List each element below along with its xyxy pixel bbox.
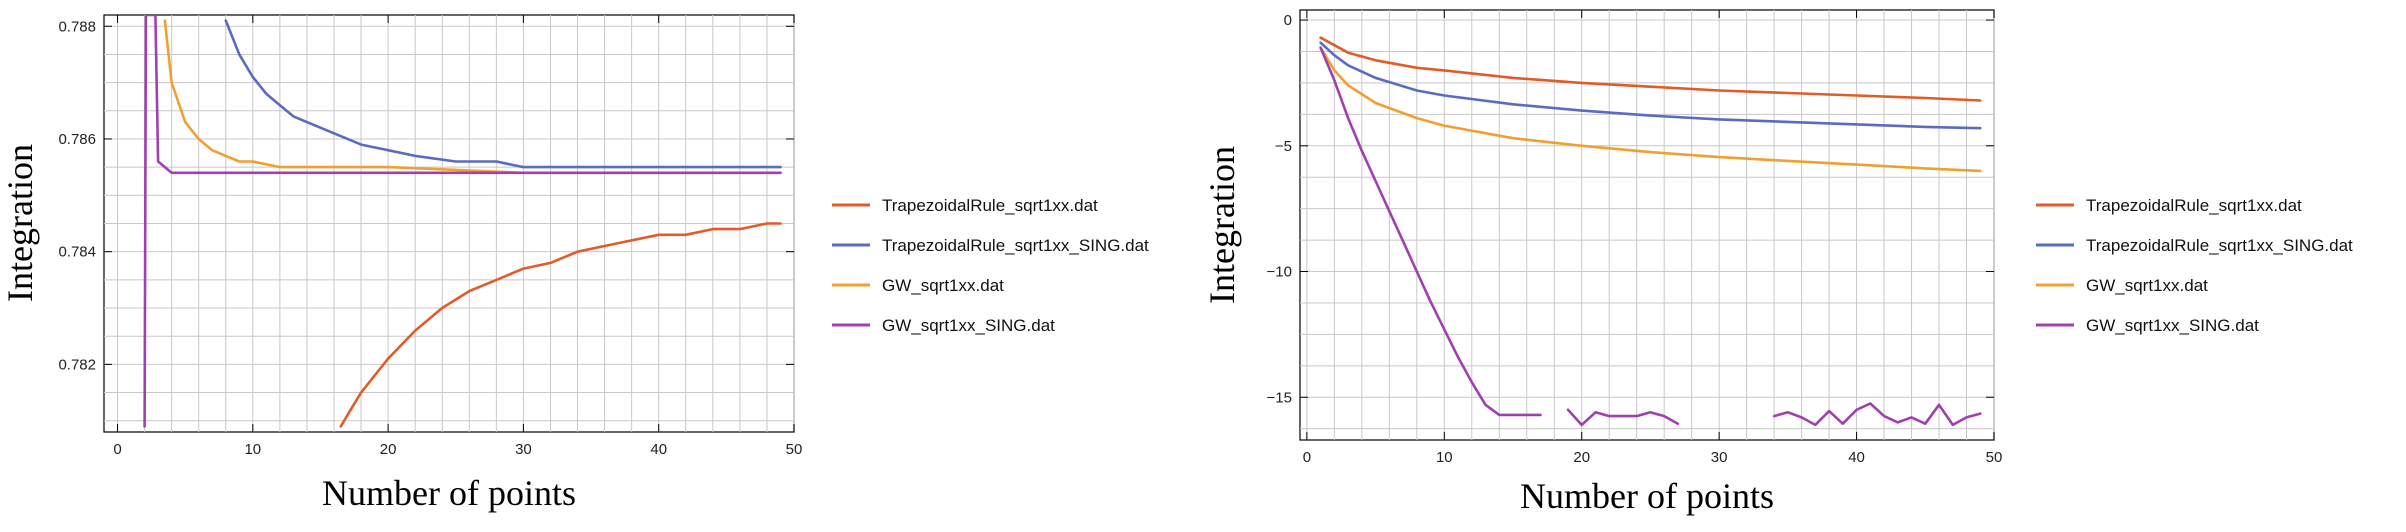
series-line-2 (1319, 41, 1982, 130)
series-line-1 (339, 222, 782, 428)
chart-right: 0 10 20 30 40 50 0 −5 −10 −15 Number of points In… (1202, 9, 2353, 516)
plot-frame-right (1299, 9, 1995, 441)
series-line-2 (224, 19, 782, 169)
legend-label: TrapezoidalRule_sqrt1xx.dat (2086, 196, 2302, 215)
x-tick-label: 10 (244, 441, 261, 458)
x-tick-label: 50 (1986, 449, 2003, 466)
y-tick-label: −15 (1267, 389, 1292, 406)
x-tick-label: 10 (1436, 449, 1453, 466)
series-line-3 (163, 19, 782, 175)
y-tick-label: −10 (1267, 264, 1292, 281)
legend-label: GW_sqrt1xx.dat (2086, 276, 2208, 295)
legend-label: TrapezoidalRule_sqrt1xx.dat (882, 196, 1098, 215)
legend-right: TrapezoidalRule_sqrt1xx.dat TrapezoidalRu… (2036, 196, 2353, 335)
legend-label: GW_sqrt1xx_SING.dat (2086, 316, 2259, 335)
series-line-4 (1772, 402, 1982, 427)
legend-label: GW_sqrt1xx.dat (882, 276, 1004, 295)
y-axis-title-right: Integration (1202, 146, 1242, 304)
x-tick-label: 0 (1303, 449, 1311, 466)
grid-left (104, 15, 795, 432)
x-axis-title-left: Number of points (322, 473, 576, 513)
chart-left: 0 10 20 30 40 50 0.782 0.784 0.786 0.788 Number o… (0, 14, 1149, 513)
series-line-4 (143, 15, 782, 428)
x-tick-label: 50 (786, 441, 803, 458)
grid-right (1300, 10, 1995, 440)
series-line-3 (1319, 46, 1982, 173)
x-tick-label: 30 (515, 441, 532, 458)
x-tick-label: 0 (113, 441, 121, 458)
legend-left: TrapezoidalRule_sqrt1xx.dat TrapezoidalRu… (832, 196, 1149, 335)
x-tick-label: 20 (1573, 449, 1590, 466)
series-line-4 (1566, 408, 1680, 427)
series-left (143, 15, 782, 428)
y-axis-title-left: Integration (0, 144, 40, 302)
x-tick-label: 20 (380, 441, 397, 458)
y-tick-label: 0.782 (58, 356, 96, 373)
legend-label: TrapezoidalRule_sqrt1xx_SING.dat (882, 236, 1149, 255)
y-tick-label: −5 (1275, 138, 1292, 155)
y-tick-label: 0.788 (58, 18, 96, 35)
x-tick-label: 40 (1848, 449, 1865, 466)
series-line-1 (1319, 36, 1982, 102)
y-tick-label: 0.786 (58, 131, 96, 148)
y-tick-label: 0 (1284, 12, 1292, 29)
axis-ticks-left: 0 10 20 30 40 50 0.782 0.784 0.786 0.788 (58, 15, 802, 458)
legend-label: GW_sqrt1xx_SING.dat (882, 316, 1055, 335)
x-tick-label: 30 (1711, 449, 1728, 466)
x-axis-title-right: Number of points (1520, 476, 1774, 516)
y-tick-label: 0.784 (58, 244, 96, 261)
axis-ticks-right: 0 10 20 30 40 50 0 −5 −10 −15 (1267, 10, 2003, 466)
series-right (1319, 36, 1982, 427)
legend-label: TrapezoidalRule_sqrt1xx_SING.dat (2086, 236, 2353, 255)
series-line-4 (1319, 46, 1542, 417)
x-tick-label: 40 (650, 441, 667, 458)
